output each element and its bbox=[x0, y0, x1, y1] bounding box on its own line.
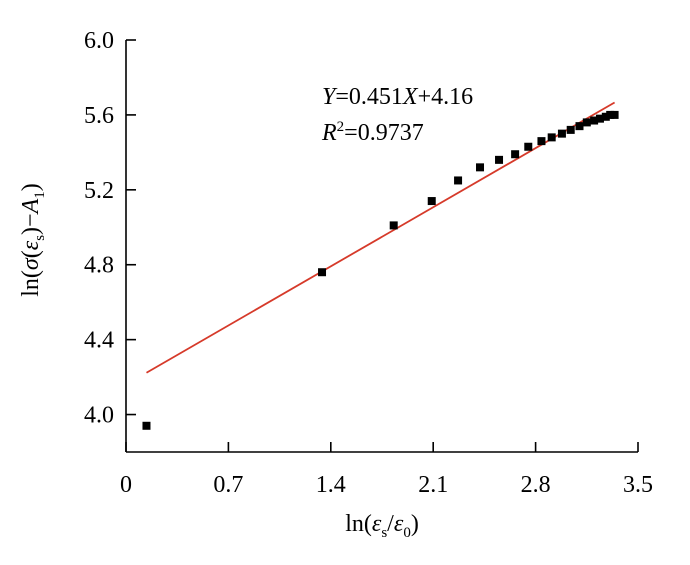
equation-annotation: Y=0.451X+4.16 bbox=[322, 84, 473, 110]
data-point bbox=[566, 125, 575, 134]
data-point bbox=[595, 114, 604, 123]
x-tick-label: 0 bbox=[120, 472, 132, 498]
data-point bbox=[511, 150, 520, 159]
r-squared-annotation: R2=0.9737 bbox=[321, 119, 424, 146]
data-point bbox=[582, 118, 591, 127]
data-point bbox=[389, 221, 398, 230]
data-point bbox=[524, 142, 533, 151]
x-tick-label: 3.5 bbox=[623, 472, 653, 498]
data-point bbox=[547, 133, 556, 142]
y-tick-label: 6.0 bbox=[84, 28, 114, 54]
x-tick-label: 2.8 bbox=[521, 472, 551, 498]
data-point bbox=[476, 163, 485, 172]
data-point bbox=[557, 129, 566, 138]
y-tick-label: 4.8 bbox=[84, 253, 114, 279]
y-tick-label: 4.0 bbox=[84, 403, 114, 429]
data-point bbox=[495, 155, 504, 164]
data-point bbox=[601, 112, 610, 121]
x-ticks: 0 0.7 1.4 2.1 2.8 3.5 bbox=[120, 442, 653, 498]
x-tick-label: 1.4 bbox=[316, 472, 346, 498]
y-tick-label: 4.4 bbox=[84, 328, 114, 354]
y-tick-label: 5.2 bbox=[84, 178, 114, 204]
y-axis-label: ln(σ(εs)−A1) bbox=[18, 183, 48, 297]
data-point bbox=[610, 110, 619, 119]
data-point bbox=[427, 197, 436, 206]
fit-line bbox=[146, 101, 616, 374]
y-ticks: 4.0 4.4 4.8 5.2 5.6 6.0 bbox=[84, 28, 136, 429]
fit-line-group bbox=[146, 101, 616, 374]
data-point bbox=[537, 137, 546, 146]
x-axis-label: ln(εs/ε0) bbox=[345, 511, 419, 541]
x-tick-label: 2.1 bbox=[418, 472, 448, 498]
x-tick-label: 0.7 bbox=[213, 472, 243, 498]
data-points bbox=[142, 110, 619, 430]
data-point bbox=[575, 122, 584, 131]
data-point bbox=[590, 116, 599, 125]
data-point bbox=[606, 110, 615, 119]
y-tick-label: 5.6 bbox=[84, 103, 114, 129]
data-point bbox=[142, 421, 151, 430]
axes bbox=[125, 40, 638, 453]
data-point bbox=[318, 268, 327, 277]
data-point bbox=[454, 176, 463, 185]
